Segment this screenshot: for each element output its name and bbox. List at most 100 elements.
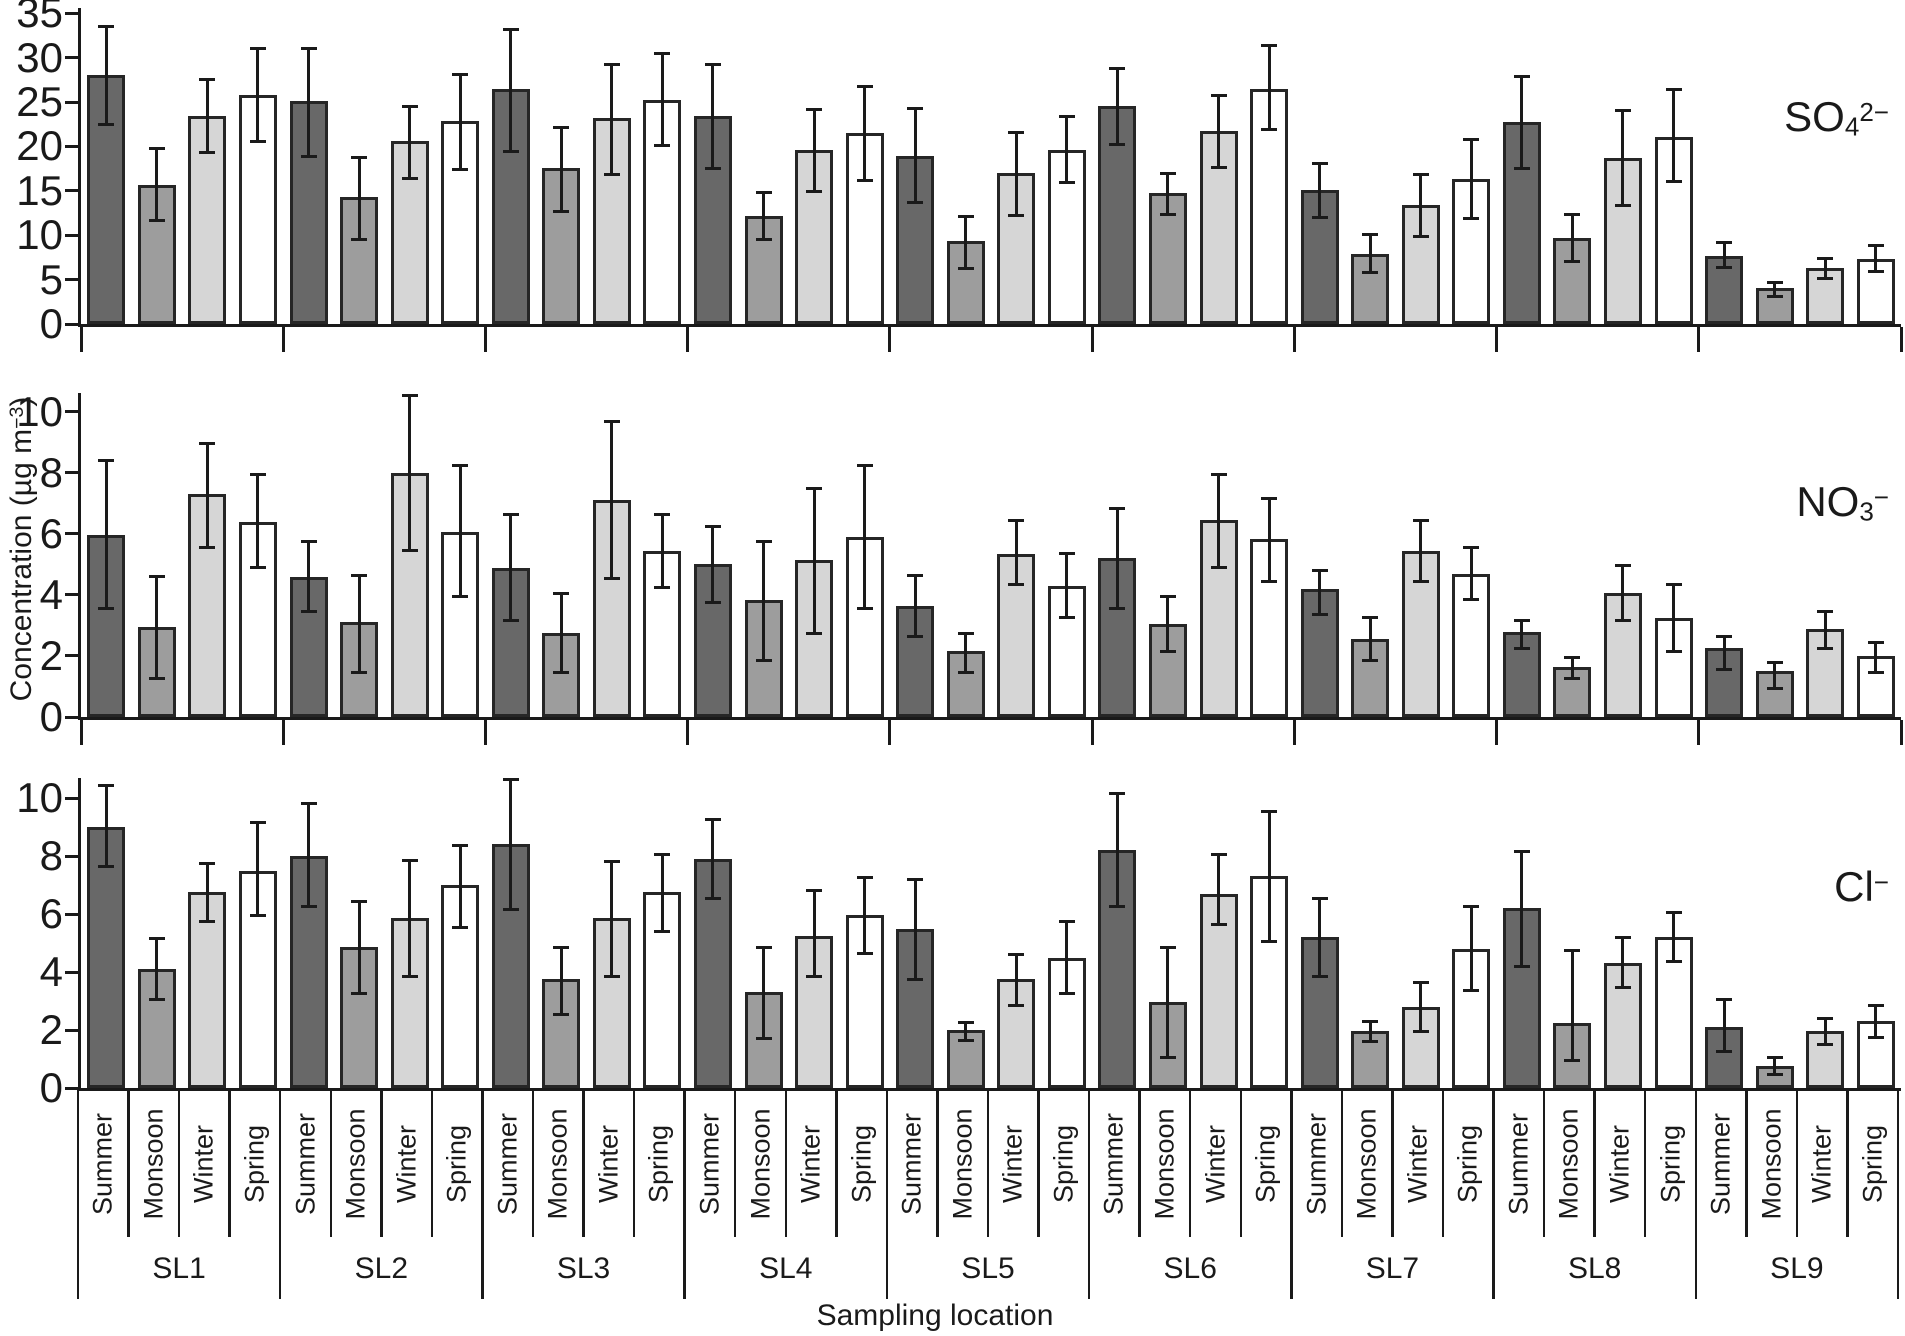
group-boundary-tick xyxy=(79,327,83,352)
season-label: Summer xyxy=(1098,1112,1129,1216)
location-label: SL1 xyxy=(152,1252,206,1285)
error-bar xyxy=(502,777,519,912)
error-bar xyxy=(1867,244,1884,273)
y-axis-tick xyxy=(65,912,78,916)
y-axis-tick-label: 5 xyxy=(39,255,63,303)
season-separator-line xyxy=(1239,1088,1243,1237)
season-separator-line xyxy=(531,1088,535,1237)
error-bar xyxy=(1817,1016,1834,1046)
error-bar xyxy=(351,899,368,996)
group-boundary-tick xyxy=(1292,720,1296,745)
bar xyxy=(441,885,480,1088)
error-bar xyxy=(1817,610,1834,650)
group-boundary-tick xyxy=(888,327,892,352)
error-bar xyxy=(654,512,671,590)
error-bar xyxy=(1614,935,1631,990)
error-bar xyxy=(1665,911,1682,964)
error-bar xyxy=(806,486,823,635)
y-axis-tick xyxy=(65,56,78,60)
season-separator-line xyxy=(835,1088,838,1237)
panel-label: NO3− xyxy=(1796,481,1889,525)
season-label: Monsoon xyxy=(1149,1108,1180,1220)
error-bar xyxy=(502,512,519,623)
group-boundary-tick xyxy=(1697,327,1701,352)
error-bar xyxy=(1766,660,1783,690)
error-bar xyxy=(452,463,469,599)
group-separator-line xyxy=(76,1088,80,1299)
season-separator-line xyxy=(936,1088,939,1237)
error-bar xyxy=(98,783,115,868)
error-bar xyxy=(1210,94,1227,169)
error-bar xyxy=(907,107,924,205)
y-axis-tick-label: 4 xyxy=(39,948,63,996)
season-label: Spring xyxy=(239,1124,270,1204)
season-label: Winter xyxy=(593,1124,624,1204)
y-axis-tick-label: 30 xyxy=(16,33,63,81)
season-label: Summer xyxy=(694,1112,725,1216)
y-axis-tick-label: 8 xyxy=(39,448,63,496)
error-bar xyxy=(148,575,165,681)
y-axis-tick-label: 2 xyxy=(39,631,63,679)
error-bar xyxy=(957,1021,974,1042)
panel-label-part: 2− xyxy=(1859,97,1889,128)
panel-label-part: NO xyxy=(1796,478,1860,525)
season-separator-line xyxy=(1643,1088,1647,1237)
error-bar xyxy=(148,937,165,1002)
error-bar xyxy=(249,472,266,570)
y-axis-tick xyxy=(65,715,78,719)
error-bar xyxy=(1614,109,1631,207)
season-separator-line xyxy=(127,1088,130,1237)
x-axis-area: Summer Monsoon Winter Spring SL1 Summer Monsoo… xyxy=(76,1088,1900,1299)
error-bar xyxy=(300,47,317,159)
error-bar xyxy=(401,858,418,978)
season-label: Monsoon xyxy=(1756,1108,1787,1220)
season-separator-line xyxy=(1391,1088,1394,1237)
error-bar xyxy=(249,821,266,917)
y-axis-tick-label: 8 xyxy=(39,832,63,880)
season-separator-line xyxy=(1441,1088,1445,1237)
error-bar xyxy=(806,108,823,193)
season-label: Monsoon xyxy=(1351,1108,1382,1220)
season-separator-line xyxy=(1138,1088,1141,1237)
season-label: Winter xyxy=(997,1124,1028,1204)
bar xyxy=(1452,573,1491,717)
error-bar xyxy=(907,877,924,981)
error-bar xyxy=(1766,280,1783,299)
error-bar xyxy=(1716,634,1733,672)
season-label: Summer xyxy=(1301,1112,1332,1216)
bar xyxy=(1401,205,1440,324)
error-bar xyxy=(98,24,115,127)
location-label: SL6 xyxy=(1163,1252,1217,1285)
season-separator-line xyxy=(1593,1088,1596,1237)
error-bar xyxy=(148,147,165,222)
bar xyxy=(845,133,884,324)
panel-label-part: 3 xyxy=(1859,496,1874,527)
season-label: Spring xyxy=(1048,1124,1079,1204)
bar xyxy=(188,892,227,1088)
season-separator-line xyxy=(228,1088,231,1237)
season-label: Winter xyxy=(795,1124,826,1204)
group-boundary-tick xyxy=(686,327,690,352)
season-label: Spring xyxy=(846,1124,877,1204)
error-bar xyxy=(1463,137,1480,221)
group-boundary-tick xyxy=(1495,327,1499,352)
season-label: Spring xyxy=(643,1124,674,1204)
y-axis-tick xyxy=(65,144,78,148)
error-bar xyxy=(755,540,772,663)
location-label: SL4 xyxy=(759,1252,813,1285)
error-bar xyxy=(603,63,620,176)
error-bar xyxy=(1109,66,1126,146)
error-bar xyxy=(452,72,469,172)
season-separator-line xyxy=(1340,1088,1344,1237)
season-label: Spring xyxy=(1655,1124,1685,1204)
season-label: Monsoon xyxy=(138,1108,169,1220)
error-bar xyxy=(1463,905,1480,993)
group-boundary-tick xyxy=(281,720,285,745)
error-bar xyxy=(704,63,721,170)
error-bar xyxy=(1463,546,1480,602)
error-bar xyxy=(1665,582,1682,654)
y-axis-tick xyxy=(65,189,78,193)
y-axis-tick-label: 25 xyxy=(16,78,63,126)
error-bar xyxy=(806,889,823,979)
